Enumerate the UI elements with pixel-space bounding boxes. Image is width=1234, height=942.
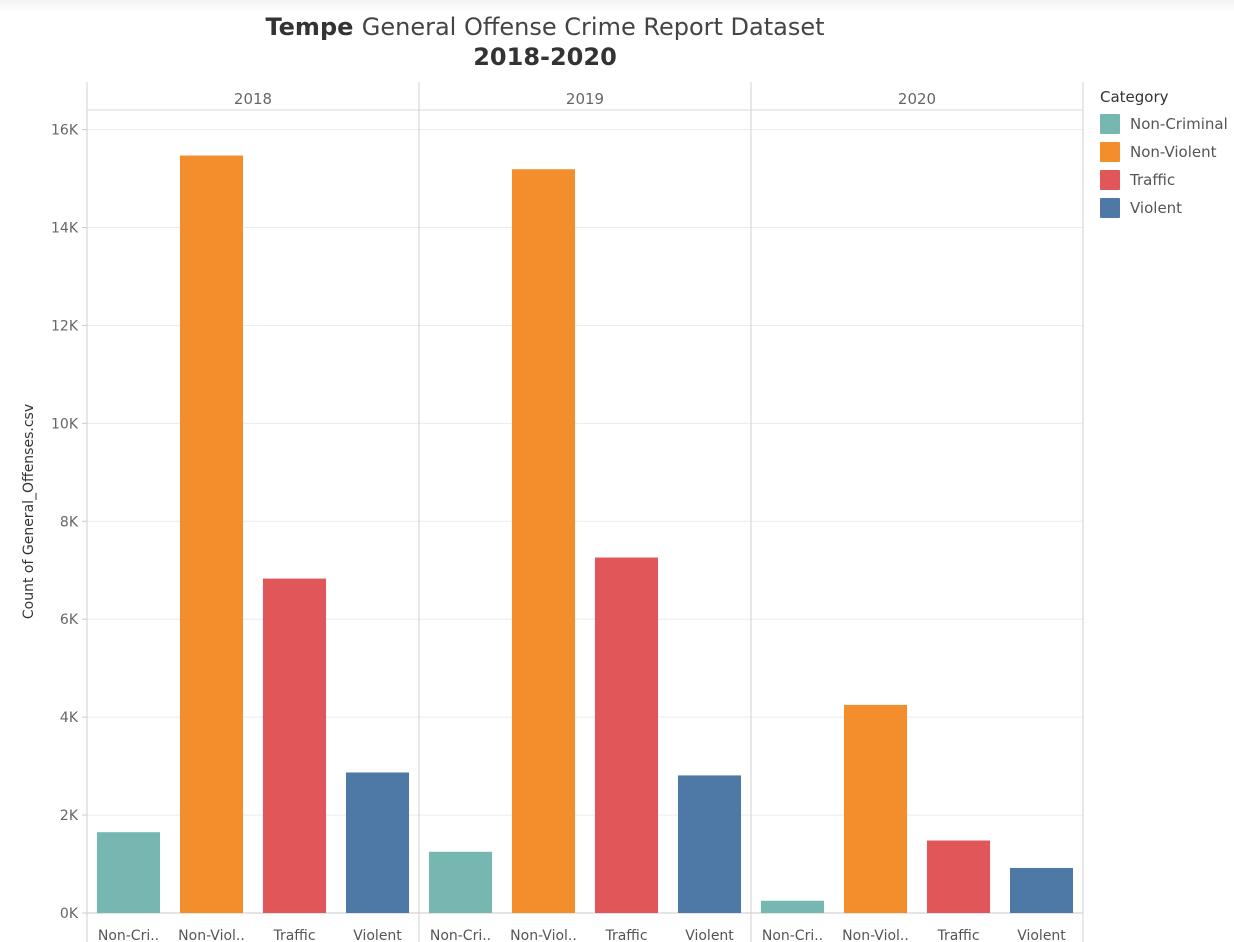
chart-title-rest: General Offense Crime Report Dataset	[361, 13, 825, 41]
x-tick-label: Non-Viol..	[178, 928, 245, 942]
x-tick-label: Non-Cri..	[98, 928, 159, 942]
bar-2019-non-violent	[511, 169, 576, 913]
legend-item-label: Non-Violent	[1130, 143, 1217, 161]
chart-title-bold: Tempe	[265, 13, 354, 41]
y-tick-label: 2K	[60, 808, 79, 824]
bar-2020-violent	[1009, 867, 1074, 913]
panel-header-2018: 2018	[234, 90, 272, 108]
bar-2020-traffic	[926, 840, 991, 913]
bar-2020-non-criminal	[760, 900, 825, 913]
y-tick-label: 8K	[60, 514, 79, 530]
x-tick-label: Traffic	[936, 928, 979, 942]
top-toolbar-strip	[0, 0, 1234, 12]
legend-item[interactable]: Violent	[1100, 194, 1228, 222]
bar-2018-non-violent	[179, 155, 244, 913]
legend-swatch	[1100, 170, 1120, 190]
y-tick-label: 16K	[51, 123, 79, 139]
x-tick-label: Non-Cri..	[762, 928, 823, 942]
x-tick-label: Non-Viol..	[510, 928, 577, 942]
x-tick-label: Violent	[353, 928, 402, 942]
x-tick-label: Traffic	[604, 928, 647, 942]
y-tick-label: 10K	[51, 416, 79, 432]
y-tick-label: 12K	[51, 318, 79, 334]
x-tick-label: Violent	[685, 928, 734, 942]
bar-2018-non-criminal	[96, 832, 161, 913]
y-axis-label: Count of General_Offenses.csv	[21, 404, 37, 619]
y-tick-label: 4K	[60, 710, 79, 726]
bar-2018-traffic	[262, 578, 327, 913]
legend-item[interactable]: Traffic	[1100, 166, 1228, 194]
legend: Category Non-Criminal Non-Violent Traffic V…	[1100, 88, 1228, 222]
legend-swatch	[1100, 198, 1120, 218]
y-tick-label: 0K	[60, 906, 79, 922]
bar-2019-traffic	[594, 557, 659, 913]
legend-swatch	[1100, 114, 1120, 134]
bar-2019-non-criminal	[428, 851, 493, 913]
legend-item[interactable]: Non-Criminal	[1100, 110, 1228, 138]
x-tick-label: Non-Viol..	[842, 928, 909, 942]
x-tick-label: Violent	[1017, 928, 1066, 942]
legend-swatch	[1100, 142, 1120, 162]
panel-header-2020: 2020	[898, 90, 936, 108]
x-tick-label: Traffic	[272, 928, 315, 942]
bar-2020-non-violent	[843, 704, 908, 913]
chart-title: Tempe General Offense Crime Report Datas…	[100, 12, 990, 72]
y-tick-label: 14K	[51, 221, 79, 237]
legend-item[interactable]: Non-Violent	[1100, 138, 1228, 166]
chart-subtitle: 2018-2020	[473, 43, 617, 71]
legend-item-label: Violent	[1130, 199, 1183, 217]
bar-2019-violent	[677, 775, 742, 913]
legend-title: Category	[1100, 88, 1169, 106]
panel-header-2019: 2019	[566, 90, 604, 108]
legend-item-label: Traffic	[1130, 171, 1176, 189]
bar-2018-violent	[345, 772, 410, 913]
legend-item-label: Non-Criminal	[1130, 115, 1228, 133]
x-tick-label: Non-Cri..	[430, 928, 491, 942]
y-tick-label: 6K	[60, 612, 79, 628]
